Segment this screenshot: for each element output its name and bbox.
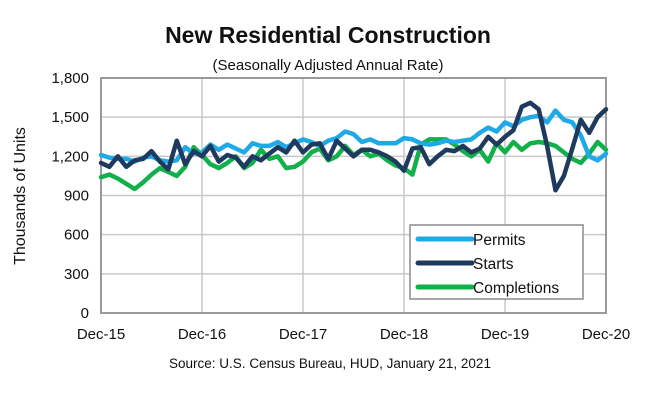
- legend: Permits Starts Completions: [409, 224, 584, 300]
- series-line-starts: [98, 100, 609, 193]
- y-tick-label: 900: [64, 188, 89, 205]
- x-tick-label: Dec-17: [279, 326, 327, 343]
- y-axis-label: Thousands of Units: [12, 127, 29, 265]
- source-note: Source: U.S. Census Bureau, HUD, January…: [169, 356, 491, 371]
- plot-area: [100, 77, 607, 314]
- y-tick-label: 1,200: [51, 148, 89, 165]
- series-line-permits: [98, 108, 609, 164]
- y-tick-label: 0: [81, 305, 89, 322]
- x-tick-label: Dec-19: [481, 326, 529, 343]
- chart-title: New Residential Construction: [165, 22, 491, 48]
- x-tick-label: Dec-15: [77, 326, 125, 343]
- x-tick-label: Dec-16: [178, 326, 226, 343]
- y-tick-label: 1,800: [51, 70, 89, 87]
- x-axis-ticks: Dec-15 Dec-16 Dec-17 Dec-18 Dec-19 Dec-20: [77, 326, 630, 343]
- x-tick-label: Dec-18: [380, 326, 428, 343]
- chart-subtitle: (Seasonally Adjusted Annual Rate): [213, 57, 444, 74]
- series-lines: [98, 100, 609, 193]
- legend-label-starts: Starts: [473, 256, 514, 273]
- y-axis-ticks: 0 300 600 900 1,200 1,500 1,800: [51, 70, 89, 322]
- x-tick-label: Dec-20: [582, 326, 630, 343]
- y-tick-label: 600: [64, 227, 89, 244]
- y-tick-label: 300: [64, 266, 89, 283]
- legend-label-completions: Completions: [473, 280, 559, 297]
- legend-label-permits: Permits: [473, 232, 526, 249]
- y-tick-label: 1,500: [51, 109, 89, 126]
